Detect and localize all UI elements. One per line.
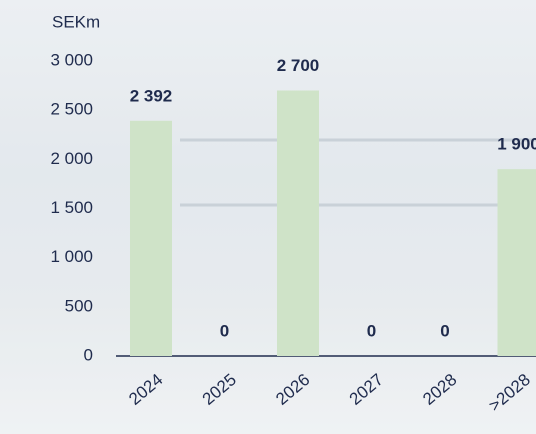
y-tick-label: 3 000 (50, 50, 93, 69)
value-label: 2 700 (277, 56, 320, 75)
y-tick-label: 1 000 (50, 247, 93, 266)
value-label: 0 (367, 321, 376, 340)
value-label: 0 (220, 321, 229, 340)
y-tick-label: 0 (84, 345, 93, 364)
value-label: 2 392 (130, 86, 173, 105)
value-label: 1 900 (497, 135, 536, 154)
bar (497, 169, 536, 356)
y-axis-unit: SEKm (52, 12, 100, 31)
y-tick-label: 500 (65, 296, 93, 315)
y-tick-label: 2 500 (50, 100, 93, 119)
y-tick-label: 2 000 (50, 149, 93, 168)
y-tick-label: 1 500 (50, 198, 93, 217)
value-label: 0 (440, 321, 449, 340)
bar (130, 120, 172, 356)
bar (277, 90, 319, 356)
